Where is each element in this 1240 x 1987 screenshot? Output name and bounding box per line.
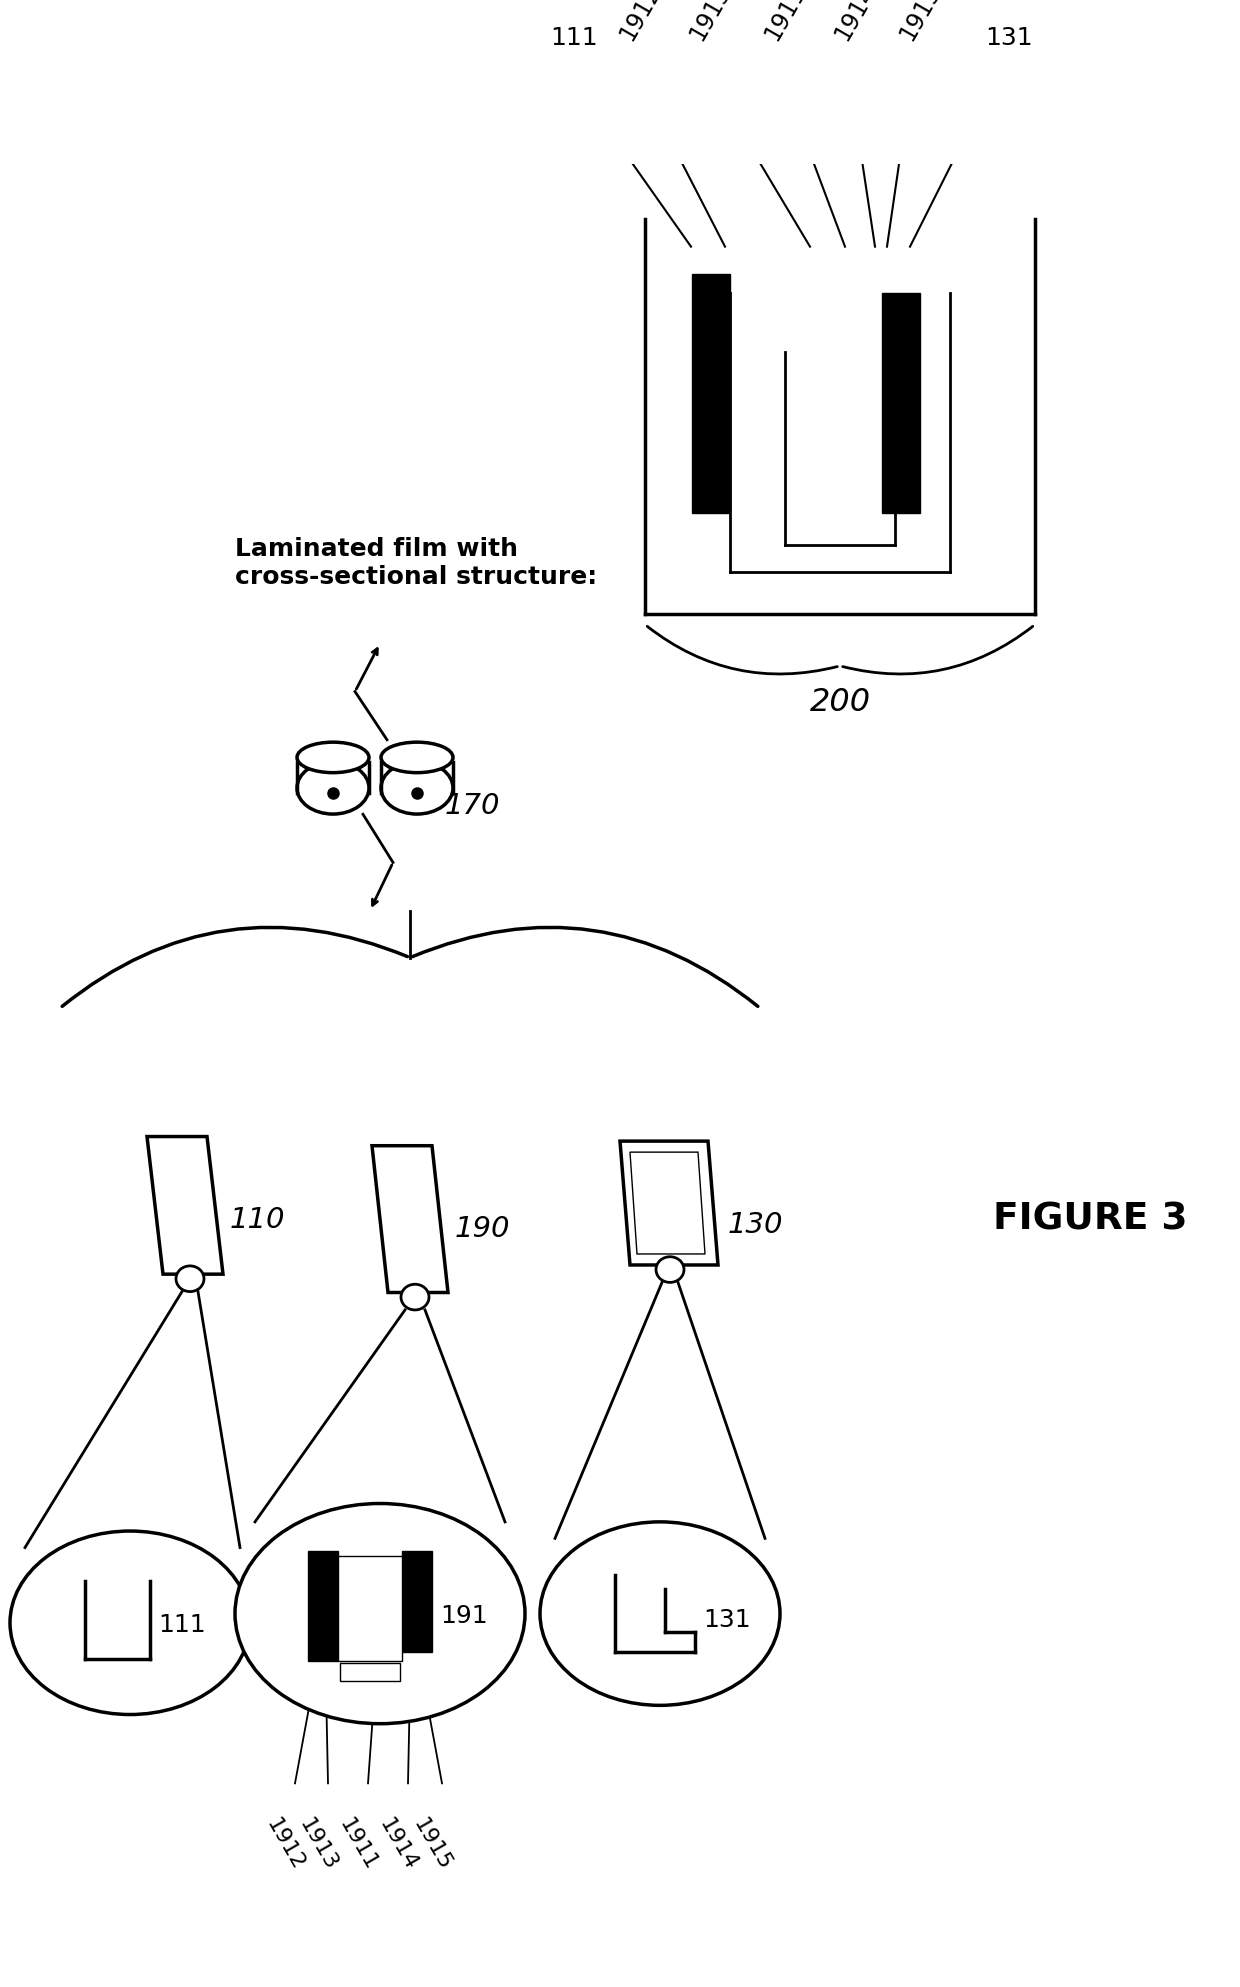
- Bar: [339, 1556, 402, 1661]
- Text: 1912: 1912: [615, 0, 666, 46]
- Text: 1913: 1913: [295, 1816, 341, 1874]
- Circle shape: [401, 1284, 429, 1309]
- Circle shape: [176, 1266, 205, 1292]
- Text: 191: 191: [440, 1604, 487, 1627]
- Text: 1911: 1911: [335, 1816, 381, 1874]
- Text: 170: 170: [445, 793, 501, 821]
- Ellipse shape: [539, 1522, 780, 1705]
- Ellipse shape: [298, 743, 370, 773]
- Text: 130: 130: [728, 1210, 784, 1238]
- Bar: [340, 1663, 401, 1681]
- Text: 131: 131: [985, 26, 1033, 50]
- Bar: [882, 292, 920, 513]
- Ellipse shape: [236, 1504, 525, 1723]
- Text: 131: 131: [703, 1607, 750, 1633]
- Text: 1914: 1914: [830, 0, 880, 46]
- Text: 110: 110: [229, 1206, 285, 1234]
- Text: FIGURE 3: FIGURE 3: [993, 1200, 1187, 1238]
- Bar: [692, 274, 730, 513]
- Ellipse shape: [381, 761, 453, 815]
- Text: 1915: 1915: [894, 0, 945, 46]
- Ellipse shape: [298, 761, 370, 815]
- Text: 190: 190: [455, 1216, 511, 1244]
- Bar: [402, 1552, 432, 1651]
- Bar: [308, 1552, 339, 1661]
- Circle shape: [656, 1256, 684, 1282]
- Text: Laminated film with
cross-sectional structure:: Laminated film with cross-sectional stru…: [236, 536, 598, 588]
- Text: 1913: 1913: [684, 0, 735, 46]
- Ellipse shape: [381, 743, 453, 773]
- Text: 1914: 1914: [376, 1816, 420, 1874]
- Text: 111: 111: [157, 1613, 206, 1637]
- Ellipse shape: [10, 1532, 250, 1715]
- Text: 1911: 1911: [760, 0, 810, 46]
- Text: 1912: 1912: [262, 1816, 308, 1874]
- Text: 1915: 1915: [409, 1816, 455, 1874]
- Text: 200: 200: [810, 688, 870, 717]
- Text: 111: 111: [551, 26, 598, 50]
